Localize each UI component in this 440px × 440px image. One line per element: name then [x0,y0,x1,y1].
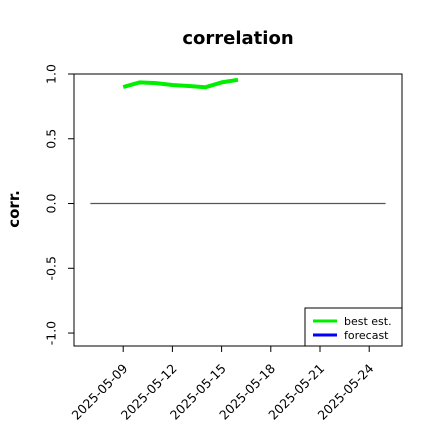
chart-title: correlation [182,28,293,49]
legend-box [304,307,403,347]
legend-label-forecast: forecast [344,329,389,342]
y-tick-label: 0.0 [44,194,59,214]
plot-frame [73,73,403,347]
y-tick-label: -0.5 [44,256,59,280]
y-tick-label: -1.0 [44,321,59,345]
legend: best est. forecast [304,307,403,347]
y-tick-label: 1.0 [44,64,59,84]
y-tick-label: 0.5 [44,129,59,149]
series-group [122,77,239,90]
series-line-best-est [122,77,239,90]
legend-label-best-est: best est. [344,315,392,328]
x-axis: 2025-05-092025-05-122025-05-152025-05-18… [69,346,377,423]
y-axis-label: corr. [5,190,23,228]
y-axis: -1.0 -0.5 0.0 0.5 1.0 [44,64,74,345]
